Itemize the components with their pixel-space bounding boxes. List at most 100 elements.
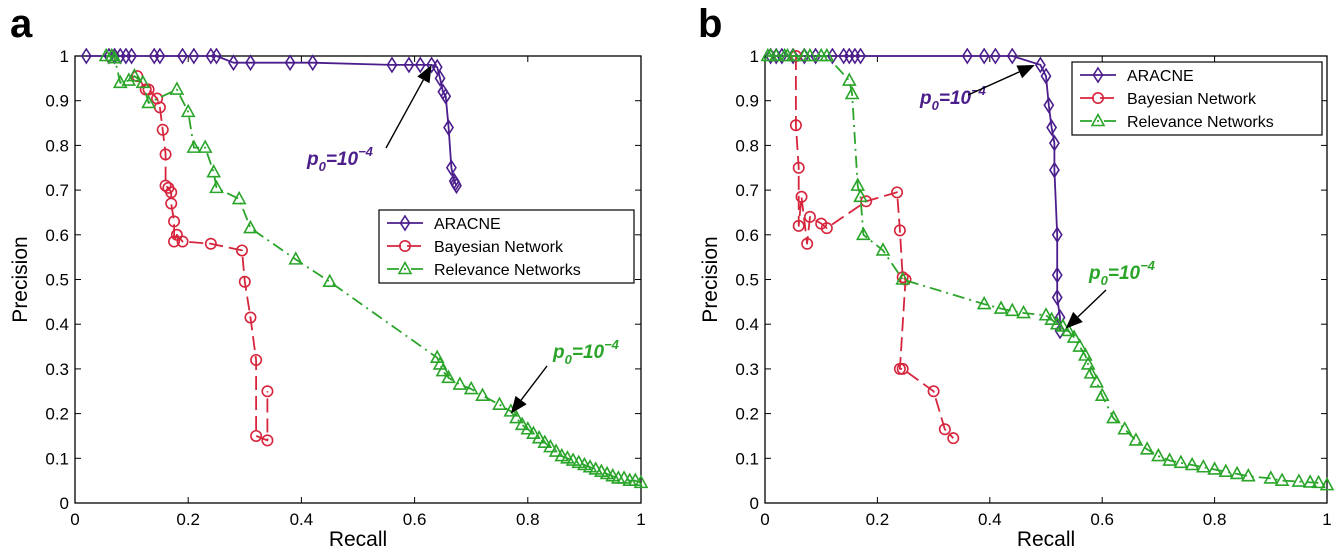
y-tick-label: 0.9 xyxy=(45,92,69,111)
x-tick-label: 0.2 xyxy=(866,510,890,529)
data-point-relevance-networks xyxy=(768,48,784,62)
legend-marker xyxy=(397,260,413,275)
data-point-relevance-networks xyxy=(1311,474,1326,489)
annotation-aracne: p0=10−4 xyxy=(306,64,432,174)
x-axis-label: Recall xyxy=(329,528,387,550)
series-line-aracne xyxy=(770,55,1061,331)
data-point-bayesian-network xyxy=(235,244,248,257)
annotation-arrow-shaft xyxy=(520,365,548,401)
panel-letter: b xyxy=(698,2,722,46)
data-point-bayesian-network xyxy=(891,186,904,199)
series-relevance-networks xyxy=(760,48,1335,491)
data-point-aracne xyxy=(1034,56,1046,74)
annotation-arrow-shaft xyxy=(1077,289,1107,318)
x-tick-label: 1 xyxy=(1322,510,1331,529)
data-point-relevance-networks xyxy=(844,85,860,100)
data-point-relevance-networks xyxy=(186,139,202,153)
data-point-relevance-networks xyxy=(1229,465,1245,480)
data-point-relevance-networks xyxy=(1207,461,1222,475)
data-point-relevance-networks xyxy=(441,369,456,384)
annotation-label: p0=10−4 xyxy=(919,83,987,113)
y-tick-label: 0 xyxy=(750,494,759,513)
data-point-bayesian-network xyxy=(896,362,909,375)
data-point-relevance-networks xyxy=(509,409,524,424)
data-point-relevance-networks xyxy=(1218,463,1234,478)
data-point-bayesian-network xyxy=(204,237,217,250)
data-point-aracne xyxy=(978,48,990,65)
y-tick-label: 0.7 xyxy=(45,181,69,200)
data-point-relevance-networks xyxy=(1263,470,1279,484)
data-point-relevance-networks xyxy=(1077,347,1093,361)
y-tick-label: 0.5 xyxy=(735,271,759,290)
data-point-relevance-networks xyxy=(169,81,185,95)
series-line-bayesian-network xyxy=(795,56,954,439)
y-tick-label: 0.3 xyxy=(45,360,69,379)
data-point-aracne xyxy=(211,48,222,65)
x-tick-label: 0.8 xyxy=(1203,510,1227,529)
data-point-bayesian-network xyxy=(261,434,274,447)
legend-label: Bayesian Network xyxy=(434,239,564,256)
y-tick-label: 0.5 xyxy=(45,271,69,290)
data-point-aracne xyxy=(386,56,398,74)
annotation-arrow-head xyxy=(1016,64,1035,79)
data-point-relevance-networks xyxy=(520,421,536,435)
annotation-aracne: p0=10−4 xyxy=(919,64,1035,113)
data-point-bayesian-network xyxy=(250,429,263,442)
data-point-relevance-networks xyxy=(1055,318,1071,332)
data-point-relevance-networks xyxy=(531,430,547,444)
data-point-relevance-networks xyxy=(1128,432,1144,446)
data-point-relevance-networks xyxy=(180,103,196,118)
data-point-relevance-networks xyxy=(802,48,818,62)
data-point-relevance-networks xyxy=(841,72,857,86)
data-point-aracne xyxy=(177,48,188,65)
data-point-bayesian-network xyxy=(801,237,814,250)
data-point-aracne xyxy=(431,58,443,76)
data-point-relevance-networks xyxy=(141,94,156,109)
data-point-relevance-networks xyxy=(288,251,304,265)
data-point-relevance-networks xyxy=(514,416,530,431)
annotation-label: p0=10−4 xyxy=(552,337,620,367)
data-point-relevance-networks xyxy=(633,474,649,489)
y-tick-label: 0.7 xyxy=(735,181,759,200)
data-point-bayesian-network xyxy=(156,123,169,136)
x-axis-label: Recall xyxy=(1017,528,1075,550)
data-point-relevance-networks xyxy=(209,179,224,194)
legend-marker xyxy=(1092,92,1105,105)
data-point-aracne xyxy=(1051,266,1063,284)
data-point-relevance-networks xyxy=(231,190,247,205)
legend-label: Bayesian Network xyxy=(1127,91,1257,108)
data-point-relevance-networks xyxy=(537,434,553,448)
y-tick-label: 0.3 xyxy=(735,360,759,379)
legend: ARACNE Bayesian Network Relevance Networks xyxy=(1071,61,1323,136)
data-point-relevance-networks xyxy=(1196,459,1211,473)
data-point-aracne xyxy=(1051,226,1063,244)
annotation-arrow-head xyxy=(417,64,432,84)
y-tick-label: 0.9 xyxy=(735,92,759,111)
y-tick-label: 0 xyxy=(60,494,69,513)
data-point-relevance-networks xyxy=(1173,454,1189,469)
data-point-relevance-networks xyxy=(1066,329,1082,343)
annotation-relevance-networks: p0=10−4 xyxy=(510,337,620,414)
data-point-relevance-networks xyxy=(322,273,338,288)
data-point-relevance-networks xyxy=(492,396,507,410)
data-point-aracne xyxy=(188,48,200,65)
data-point-bayesian-network xyxy=(168,215,181,228)
data-point-bayesian-network xyxy=(803,210,816,223)
data-point-relevance-networks xyxy=(121,72,137,86)
data-point-aracne xyxy=(1043,96,1055,114)
data-point-relevance-networks xyxy=(1240,468,1256,482)
data-point-relevance-networks xyxy=(850,177,866,191)
data-point-relevance-networks xyxy=(452,376,468,390)
data-point-relevance-networks xyxy=(435,362,451,377)
legend-label: ARACNE xyxy=(1127,68,1194,85)
data-point-relevance-networks xyxy=(895,271,911,285)
y-tick-label: 0.1 xyxy=(735,449,759,468)
data-point-relevance-networks xyxy=(1072,338,1088,352)
data-point-relevance-networks xyxy=(819,48,835,62)
data-point-relevance-networks xyxy=(543,438,558,453)
x-tick-label: 0.4 xyxy=(290,510,314,529)
x-tick-label: 0.8 xyxy=(516,510,540,529)
data-point-relevance-networks xyxy=(475,387,490,402)
data-point-aracne xyxy=(445,159,457,177)
data-point-bayesian-network xyxy=(938,423,951,436)
